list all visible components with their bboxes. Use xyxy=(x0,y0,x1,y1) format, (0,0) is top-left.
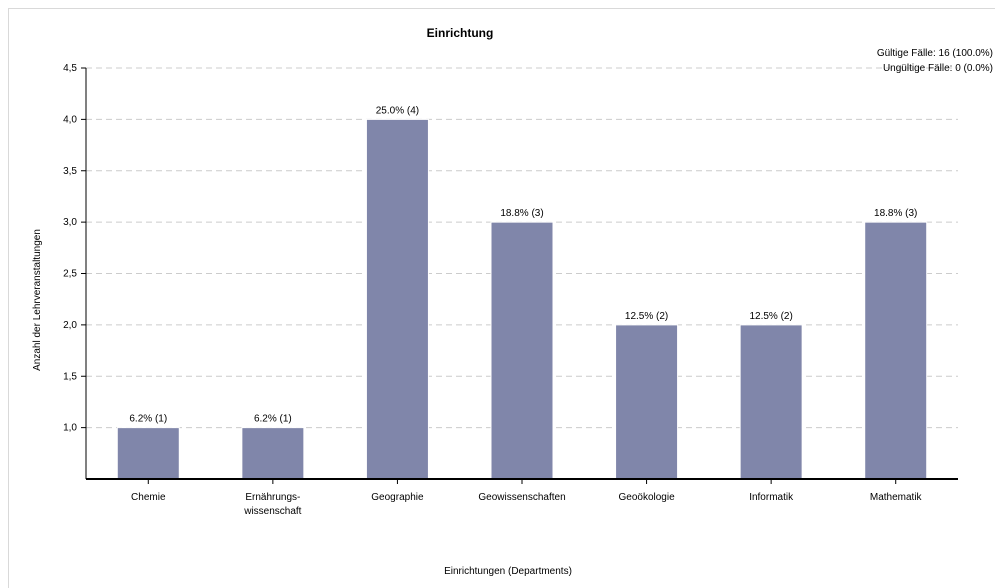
y-tick-label: 4,5 xyxy=(63,63,77,74)
y-tick-label: 3,5 xyxy=(63,166,77,177)
x-tick-label: wissenschaft xyxy=(243,506,301,517)
invalid-cases-text: Ungültige Fälle: 0 (0.0%) xyxy=(883,63,993,74)
axes: 1,0 1,5 2,0 2,5 3,0 3,5 4,0 4,5 Chemie Ernährungs… xyxy=(63,63,958,517)
valid-cases-text: Gültige Fälle: 16 (100.0%) xyxy=(877,48,993,59)
bar xyxy=(365,118,429,480)
y-axis-label: Anzahl der Lehrveranstaltungen xyxy=(32,229,43,371)
x-tick-label: Geographie xyxy=(371,492,424,503)
bar-data-label: 6.2% (1) xyxy=(254,414,292,425)
bar-data-label: 12.5% (2) xyxy=(749,311,792,322)
x-tick-label: Informatik xyxy=(749,492,794,503)
bar-data-label: 6.2% (1) xyxy=(129,414,167,425)
y-tick-label: 2,5 xyxy=(63,269,77,280)
bar xyxy=(739,324,803,480)
bar-data-label: 25.0% (4) xyxy=(376,105,419,116)
x-tick-label: Ernährungs- xyxy=(245,492,300,503)
bar xyxy=(615,324,679,480)
bar xyxy=(864,221,928,480)
x-tick-label: Chemie xyxy=(131,492,166,503)
y-tick-label: 1,0 xyxy=(63,423,77,434)
bar xyxy=(116,427,180,480)
bars: 6.2% (1) 6.2% (1) 25.0% (4) 18.8% (3) 12.5% … xyxy=(116,105,928,480)
chart-title: Einrichtung xyxy=(427,26,494,40)
y-tick-label: 3,0 xyxy=(63,217,77,228)
x-tick-label: Mathematik xyxy=(870,492,923,503)
bar-data-label: 18.8% (3) xyxy=(874,208,917,219)
bar-data-label: 12.5% (2) xyxy=(625,311,668,322)
y-tick-label: 1,5 xyxy=(63,371,77,382)
bar xyxy=(241,427,305,480)
y-tick-label: 4,0 xyxy=(63,114,77,125)
x-tick-label: Geoökologie xyxy=(618,492,675,503)
x-tick-label: Geowissenschaften xyxy=(478,492,565,503)
bar xyxy=(490,221,554,480)
y-tick-label: 2,0 xyxy=(63,320,77,331)
bar-data-label: 18.8% (3) xyxy=(500,208,543,219)
x-axis-label: Einrichtungen (Departments) xyxy=(444,566,572,577)
chart-frame xyxy=(8,8,995,588)
